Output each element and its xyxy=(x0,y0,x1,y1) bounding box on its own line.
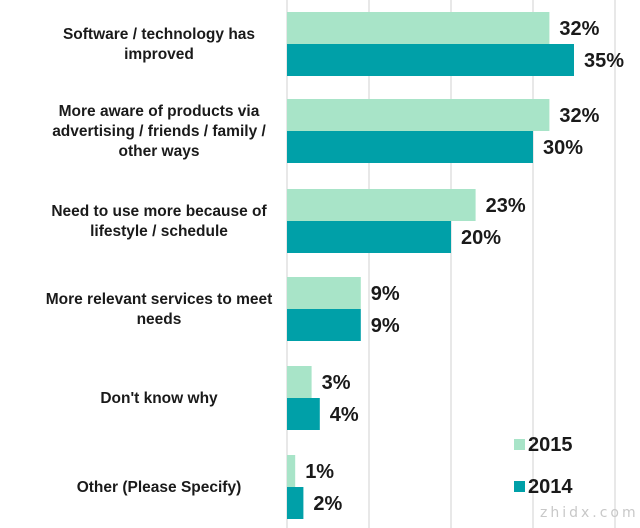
bar-2015-0 xyxy=(287,12,550,44)
category-label-3: More relevant services to meet needs xyxy=(46,291,273,328)
value-label-2015-2: 23% xyxy=(486,195,526,217)
value-label-2015-5: 1% xyxy=(305,461,334,483)
category-label-line: other ways xyxy=(119,143,200,160)
bars xyxy=(287,12,574,519)
bar-2015-5 xyxy=(287,455,296,487)
category-label-line: improved xyxy=(124,46,194,63)
bar-2015-4 xyxy=(287,366,312,398)
category-label-line: needs xyxy=(137,311,182,328)
bar-2015-2 xyxy=(287,189,476,221)
value-label-2015-3: 9% xyxy=(371,283,400,305)
value-label-2014-3: 9% xyxy=(371,315,400,337)
category-label-4: Don't know why xyxy=(100,390,218,407)
value-label-2014-1: 30% xyxy=(543,137,583,159)
category-label-2: Need to use more because of lifestyle / s… xyxy=(51,203,267,240)
category-label-1: More aware of products via advertising / … xyxy=(52,103,266,160)
category-label-5: Other (Please Specify) xyxy=(77,479,242,496)
legend-label-2014: 2014 xyxy=(528,476,573,498)
legend-label-2015: 2015 xyxy=(528,434,573,456)
value-label-2015-1: 32% xyxy=(559,105,599,127)
legend: 2015 2014 xyxy=(514,434,573,498)
bar-2015-1 xyxy=(287,99,550,131)
bar-2014-3 xyxy=(287,309,361,341)
gridlines xyxy=(286,0,616,528)
category-label-line: Other (Please Specify) xyxy=(77,479,242,496)
bar-2014-4 xyxy=(287,398,320,430)
category-label-line: Don't know why xyxy=(100,390,218,407)
value-label-2015-0: 32% xyxy=(559,18,599,40)
bar-2014-2 xyxy=(287,221,451,253)
value-label-2015-4: 3% xyxy=(322,372,351,394)
bar-2014-0 xyxy=(287,44,574,76)
category-label-line: lifestyle / schedule xyxy=(90,223,228,240)
legend-swatch-2015 xyxy=(514,439,525,450)
category-label-line: More aware of products via xyxy=(59,103,260,120)
category-label-line: Software / technology has xyxy=(63,26,255,43)
bar-2014-1 xyxy=(287,131,533,163)
value-label-2014-5: 2% xyxy=(313,493,342,515)
value-label-2014-0: 35% xyxy=(584,50,624,72)
category-label-line: Need to use more because of xyxy=(51,203,267,220)
category-label-line: advertising / friends / family / xyxy=(52,123,266,140)
category-label-0: Software / technology has improved xyxy=(63,26,255,63)
category-labels: Software / technology has improved More aw… xyxy=(46,26,273,496)
value-label-2014-2: 20% xyxy=(461,227,501,249)
bar-2014-5 xyxy=(287,487,304,519)
legend-swatch-2014 xyxy=(514,481,525,492)
watermark: zhidx.com xyxy=(540,505,639,521)
bar-2015-3 xyxy=(287,277,361,309)
value-label-2014-4: 4% xyxy=(330,404,359,426)
value-labels: 32% 32% 23% 9% 3% 1% 35% 30% 20% 9% 4% 2% xyxy=(305,18,624,515)
category-label-line: More relevant services to meet xyxy=(46,291,273,308)
